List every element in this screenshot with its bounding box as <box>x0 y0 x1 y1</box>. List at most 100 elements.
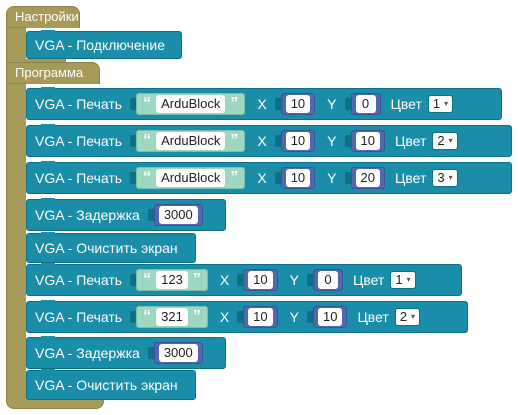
open-quote-icon: “ <box>143 308 152 325</box>
color-value: 2 <box>399 309 408 324</box>
vga-delay-block[interactable]: VGA - Задержка 3000 <box>26 198 226 231</box>
y-value[interactable]: 0 <box>317 271 338 289</box>
setup-block-header[interactable]: Настройки <box>6 6 80 28</box>
color-dropdown[interactable]: 2 ▾ <box>432 132 458 150</box>
y-value[interactable]: 10 <box>355 132 380 150</box>
text-input[interactable]: “ ArduBlock ” <box>136 130 246 152</box>
setup-title: Настройки <box>15 9 79 24</box>
y-label: Y <box>327 96 337 112</box>
vga-delay-block[interactable]: VGA - Задержка 3000 <box>26 336 226 369</box>
vga-print-block[interactable]: VGA - Печать “ 123 ” X 10 Y 0 Цвет 1 ▾ <box>26 263 462 296</box>
y-label: Y <box>289 272 299 288</box>
dropdown-arrow-icon: ▾ <box>406 275 411 284</box>
color-dropdown[interactable]: 3 ▾ <box>432 169 458 187</box>
block-label: VGA - Очистить экран <box>35 377 178 393</box>
y-input[interactable]: 20 <box>350 167 385 189</box>
text-value[interactable]: ArduBlock <box>156 169 226 187</box>
close-quote-icon: ” <box>230 169 239 186</box>
color-label: Цвет <box>390 96 422 112</box>
delay-input[interactable]: 3000 <box>153 204 203 226</box>
x-label: X <box>257 133 267 149</box>
x-input[interactable]: 10 <box>280 93 316 115</box>
x-value[interactable]: 10 <box>285 132 311 150</box>
text-input[interactable]: “ ArduBlock ” <box>136 167 246 189</box>
vga-print-block[interactable]: VGA - Печать “ ArduBlock ” X 10 Y 0 Цвет… <box>26 87 502 120</box>
x-input[interactable]: 10 <box>280 167 316 189</box>
close-quote-icon: ” <box>230 132 239 149</box>
x-input[interactable]: 10 <box>243 269 278 291</box>
text-input[interactable]: “ 123 ” <box>136 269 208 291</box>
block-label: VGA - Задержка <box>35 345 140 361</box>
y-input[interactable]: 0 <box>350 93 381 115</box>
color-value: 1 <box>395 272 403 287</box>
y-input[interactable]: 10 <box>312 306 348 328</box>
vga-clear-screen-block[interactable]: VGA - Очистить экран <box>26 369 196 400</box>
y-input[interactable]: 10 <box>350 130 385 152</box>
open-quote-icon: “ <box>143 271 152 288</box>
color-label: Цвет <box>357 309 389 325</box>
y-label: Y <box>289 309 299 325</box>
dropdown-arrow-icon: ▾ <box>448 173 453 182</box>
open-quote-icon: “ <box>143 169 152 186</box>
block-label: VGA - Печать <box>35 96 123 112</box>
dropdown-arrow-icon: ▾ <box>411 312 416 321</box>
color-value: 2 <box>437 133 445 148</box>
x-input[interactable]: 10 <box>243 306 278 328</box>
vga-print-block[interactable]: VGA - Печать “ ArduBlock ” X 10 Y 10 Цве… <box>26 124 512 157</box>
text-value[interactable]: 321 <box>156 308 188 326</box>
text-value[interactable]: ArduBlock <box>156 95 226 113</box>
y-label: Y <box>327 170 337 186</box>
color-dropdown[interactable]: 1 ▾ <box>427 95 454 113</box>
x-value[interactable]: 10 <box>285 95 311 113</box>
x-label: X <box>219 309 230 325</box>
vga-clear-screen-block[interactable]: VGA - Очистить экран <box>26 232 196 263</box>
close-quote-icon: ” <box>192 271 201 288</box>
block-label: VGA - Печать <box>35 272 123 288</box>
color-dropdown[interactable]: 1 ▾ <box>390 271 416 289</box>
y-value[interactable]: 0 <box>355 95 376 113</box>
close-quote-icon: ” <box>230 95 239 112</box>
vga-print-block[interactable]: VGA - Печать “ ArduBlock ” X 10 Y 20 Цве… <box>26 161 512 194</box>
color-label: Цвет <box>394 170 427 186</box>
block-label: VGA - Печать <box>35 170 123 186</box>
y-label: Y <box>327 133 337 149</box>
x-value[interactable]: 10 <box>248 271 273 289</box>
delay-value[interactable]: 3000 <box>158 344 198 362</box>
open-quote-icon: “ <box>143 95 152 112</box>
block-label: VGA - Подключение <box>35 37 166 53</box>
color-label: Цвет <box>352 272 385 288</box>
x-label: X <box>257 96 267 112</box>
block-label: VGA - Печать <box>35 309 123 325</box>
color-dropdown[interactable]: 2 ▾ <box>394 308 421 326</box>
close-quote-icon: ” <box>192 308 201 325</box>
loop-block-header[interactable]: Программа <box>6 62 100 84</box>
delay-value[interactable]: 3000 <box>158 206 198 224</box>
open-quote-icon: “ <box>143 132 152 149</box>
y-value[interactable]: 20 <box>355 169 380 187</box>
color-value: 3 <box>437 170 445 185</box>
delay-input[interactable]: 3000 <box>153 342 203 364</box>
x-input[interactable]: 10 <box>280 130 316 152</box>
color-value: 1 <box>432 96 441 111</box>
block-label: VGA - Печать <box>35 133 123 149</box>
vga-print-block[interactable]: VGA - Печать “ 321 ” X 10 Y 10 Цвет 2 ▾ <box>26 300 468 333</box>
y-value[interactable]: 10 <box>317 308 343 326</box>
text-input[interactable]: “ 321 ” <box>136 306 208 328</box>
text-value[interactable]: ArduBlock <box>156 132 226 150</box>
y-input[interactable]: 0 <box>312 269 343 291</box>
setup-block-body[interactable] <box>6 27 26 63</box>
dropdown-arrow-icon: ▾ <box>448 136 453 145</box>
loop-title: Программа <box>15 65 84 80</box>
block-label: VGA - Очистить экран <box>35 240 178 256</box>
dropdown-arrow-icon: ▾ <box>444 99 449 108</box>
x-label: X <box>257 170 267 186</box>
text-value[interactable]: 123 <box>156 271 188 289</box>
x-value[interactable]: 10 <box>285 169 311 187</box>
x-value[interactable]: 10 <box>248 308 273 326</box>
color-label: Цвет <box>394 133 427 149</box>
block-label: VGA - Задержка <box>35 207 140 223</box>
vga-connect-block[interactable]: VGA - Подключение <box>26 30 182 59</box>
loop-block-footer <box>6 397 104 409</box>
text-input[interactable]: “ ArduBlock ” <box>136 93 246 115</box>
loop-block-body[interactable] <box>6 83 26 401</box>
